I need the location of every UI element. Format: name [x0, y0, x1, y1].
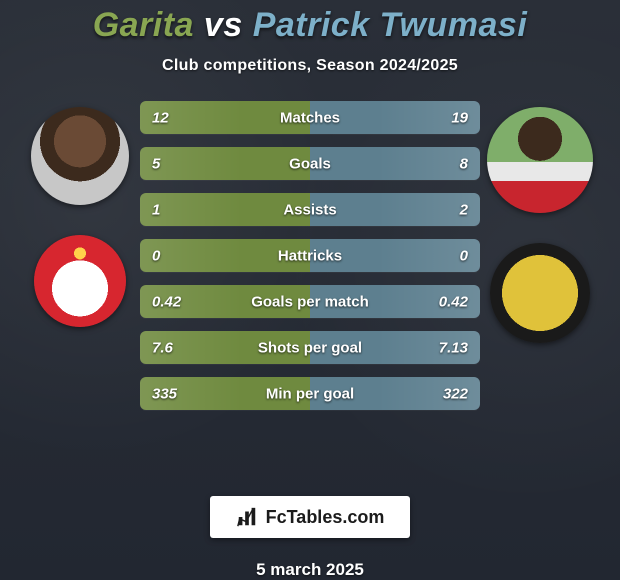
stat-row: 0.42 0.42 Goals per match: [140, 285, 480, 318]
stat-label: Matches: [280, 109, 340, 126]
stat-value-left: 0.42: [152, 293, 181, 310]
stat-row: 12 19 Matches: [140, 101, 480, 134]
stat-row: 7.6 7.13 Shots per goal: [140, 331, 480, 364]
player1-club-crest-icon: [34, 235, 126, 327]
stat-label: Hattricks: [278, 247, 342, 264]
stat-row: 1 2 Assists: [140, 193, 480, 226]
stat-value-left: 0: [152, 247, 160, 264]
stats-panel: 1219Matches58Goals12Assists00Hattricks0.…: [140, 101, 480, 410]
stat-row: 5 8 Goals: [140, 147, 480, 180]
stat-value-right: 8: [460, 155, 468, 172]
stat-value-left: 5: [152, 155, 160, 172]
page-title: Garita vs Patrick Twumasi: [93, 6, 528, 45]
stat-label: Goals: [289, 155, 331, 172]
main-area: 1219Matches58Goals12Assists00Hattricks0.…: [0, 101, 620, 480]
stat-label: Shots per goal: [258, 339, 362, 356]
vs-separator: vs: [204, 6, 243, 44]
player2-avatar-icon: [487, 107, 593, 213]
stat-value-right: 7.13: [439, 339, 468, 356]
comparison-card: Garita vs Patrick Twumasi Club competiti…: [0, 0, 620, 580]
stat-value-left: 335: [152, 385, 177, 402]
player2-club-crest-icon: [490, 243, 590, 343]
stat-label: Assists: [283, 201, 336, 218]
branding-text: FcTables.com: [266, 507, 385, 528]
branding-badge: FcTables.com: [210, 496, 411, 538]
stat-row: 0 0 Hattricks: [140, 239, 480, 272]
stat-value-left: 12: [152, 109, 169, 126]
bar-chart-icon: [236, 506, 258, 528]
stat-value-right: 322: [443, 385, 468, 402]
date-label: 5 march 2025: [256, 560, 364, 580]
left-side: [20, 101, 140, 327]
stat-label: Min per goal: [266, 385, 354, 402]
stat-value-right: 0.42: [439, 293, 468, 310]
player2-name: Patrick Twumasi: [253, 6, 528, 44]
subtitle: Club competitions, Season 2024/2025: [162, 57, 458, 75]
stat-value-left: 7.6: [152, 339, 173, 356]
player1-name: Garita: [93, 6, 194, 44]
stat-bar-right: [310, 147, 480, 180]
stat-label: Goals per match: [251, 293, 369, 310]
stat-value-right: 0: [460, 247, 468, 264]
stat-bar-left: [140, 147, 310, 180]
right-side: [480, 101, 600, 343]
stat-row: 335 322 Min per goal: [140, 377, 480, 410]
stat-value-right: 2: [460, 201, 468, 218]
stat-value-left: 1: [152, 201, 160, 218]
stat-value-right: 19: [451, 109, 468, 126]
player1-avatar-icon: [31, 107, 129, 205]
